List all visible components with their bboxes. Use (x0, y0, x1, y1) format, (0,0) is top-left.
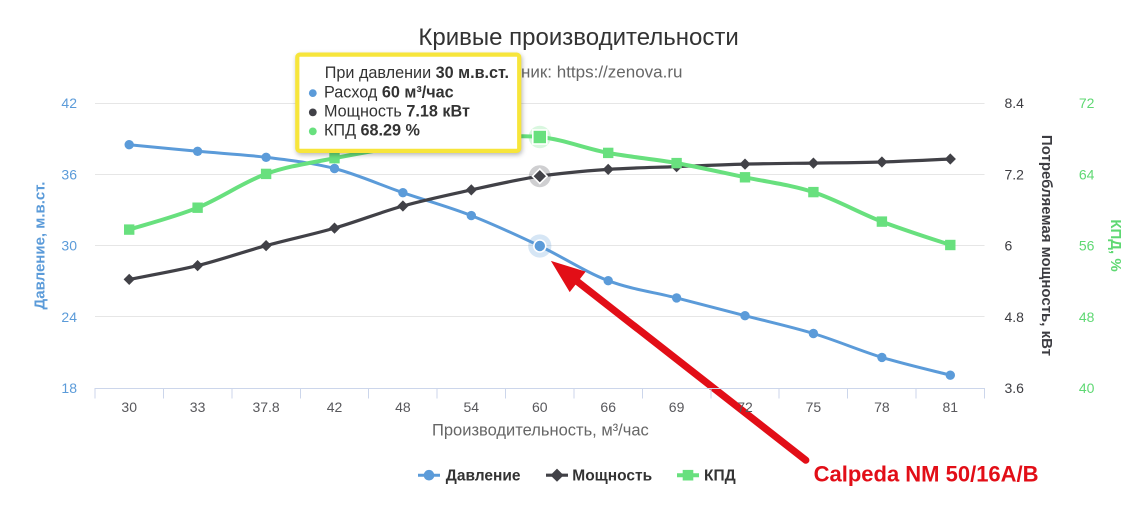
svg-text:30: 30 (61, 238, 77, 254)
svg-text:66: 66 (600, 399, 616, 415)
svg-text:Расход 60 м³/час: Расход 60 м³/час (324, 83, 454, 101)
svg-text:64: 64 (1079, 166, 1095, 182)
svg-text:33: 33 (190, 399, 206, 415)
svg-text:Мощность 7.18 кВт: Мощность 7.18 кВт (324, 103, 470, 121)
svg-text:54: 54 (464, 399, 480, 415)
svg-text:81: 81 (943, 399, 959, 415)
svg-text:42: 42 (61, 95, 77, 111)
svg-text:Источник: https://zenova.ru: Источник: https://zenova.ru (475, 63, 683, 82)
svg-text:18: 18 (61, 380, 77, 396)
svg-text:75: 75 (806, 399, 822, 415)
svg-text:Calpeda NM 50/16A/B: Calpeda NM 50/16A/B (814, 462, 1039, 487)
svg-text:Потребляемая мощность, кВт: Потребляемая мощность, кВт (1038, 135, 1055, 356)
svg-text:Производительность, м³/час: Производительность, м³/час (432, 422, 649, 440)
svg-text:60: 60 (532, 399, 548, 415)
svg-text:42: 42 (327, 399, 343, 415)
svg-text:3.6: 3.6 (1005, 380, 1025, 396)
svg-text:24: 24 (61, 309, 77, 325)
svg-text:36: 36 (61, 166, 77, 182)
svg-text:30: 30 (121, 399, 137, 415)
svg-text:Давление, м.в.ст.: Давление, м.в.ст. (32, 182, 49, 310)
svg-text:Кривые производительности: Кривые производительности (418, 24, 738, 51)
svg-text:72: 72 (737, 399, 753, 415)
svg-text:КПД: КПД (704, 468, 736, 485)
svg-text:78: 78 (874, 399, 890, 415)
svg-text:4.8: 4.8 (1005, 309, 1025, 325)
svg-text:При давлении 30 м.в.ст.: При давлении 30 м.в.ст. (325, 64, 509, 82)
svg-text:48: 48 (395, 399, 411, 415)
svg-text:КПД 68.29 %: КПД 68.29 % (324, 122, 420, 140)
svg-text:6: 6 (1005, 238, 1013, 254)
svg-text:48: 48 (1079, 309, 1095, 325)
svg-text:Давление: Давление (446, 468, 521, 485)
svg-text:Мощность: Мощность (572, 468, 652, 485)
svg-text:72: 72 (1079, 95, 1095, 111)
svg-text:7.2: 7.2 (1005, 166, 1025, 182)
svg-text:8.4: 8.4 (1005, 95, 1025, 111)
svg-text:37.8: 37.8 (252, 399, 279, 415)
svg-text:69: 69 (669, 399, 685, 415)
svg-text:56: 56 (1079, 238, 1095, 254)
svg-text:КПД, %: КПД, % (1107, 219, 1124, 271)
svg-text:40: 40 (1079, 380, 1095, 396)
